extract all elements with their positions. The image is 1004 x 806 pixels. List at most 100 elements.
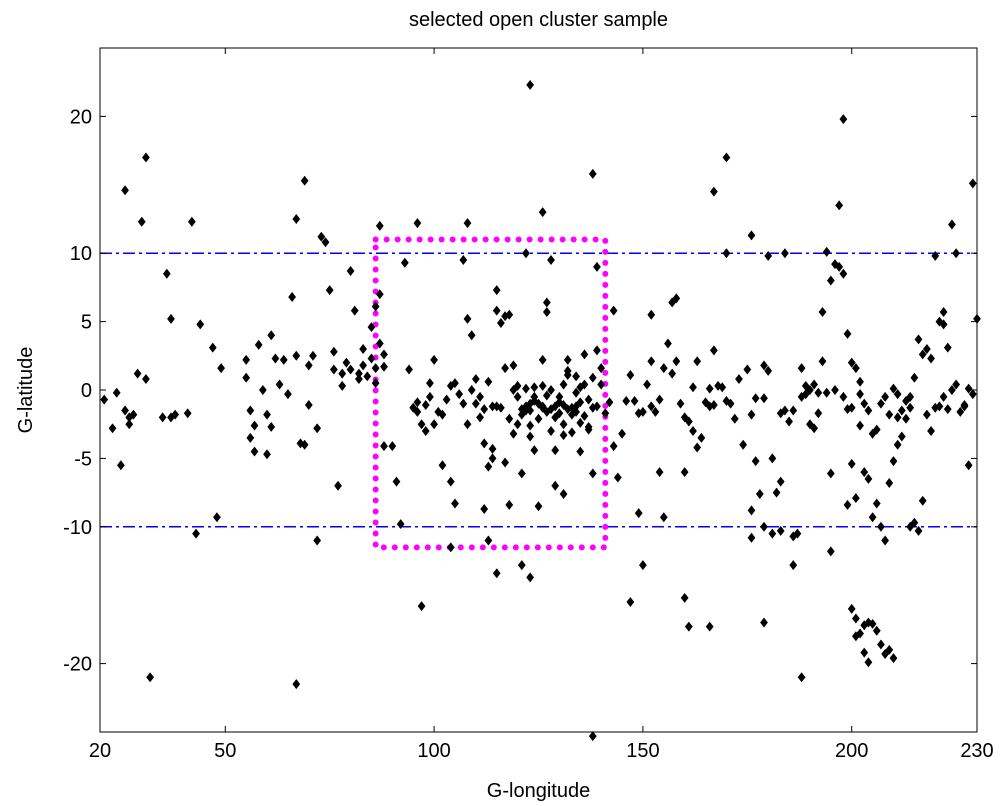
data-point — [522, 248, 530, 259]
data-point — [889, 653, 898, 664]
data-point — [158, 412, 167, 423]
data-point — [146, 672, 154, 683]
data-point — [522, 383, 530, 394]
data-point — [755, 488, 764, 499]
data-point — [852, 493, 860, 504]
data-point — [622, 395, 631, 406]
data-point — [864, 657, 873, 668]
data-point — [722, 248, 731, 259]
data-point — [939, 391, 948, 402]
data-point — [730, 413, 739, 424]
data-point — [375, 338, 384, 349]
data-point — [538, 380, 547, 391]
data-point — [797, 672, 806, 683]
data-point — [359, 343, 367, 354]
data-point — [964, 383, 973, 394]
data-point — [847, 603, 856, 614]
data-point — [743, 364, 752, 375]
data-point — [839, 114, 848, 125]
data-point — [142, 374, 150, 385]
data-point — [471, 374, 480, 385]
data-point — [852, 613, 860, 624]
data-point — [133, 368, 142, 379]
data-point — [935, 401, 944, 412]
data-point — [246, 405, 255, 416]
data-point — [588, 168, 597, 179]
data-point — [426, 391, 434, 402]
data-point — [121, 405, 129, 416]
data-point — [584, 424, 593, 435]
data-point — [705, 621, 714, 632]
data-point — [747, 230, 756, 241]
data-point — [288, 291, 296, 302]
data-point — [597, 363, 606, 374]
data-point — [451, 378, 459, 389]
data-point — [547, 385, 555, 395]
data-point — [897, 405, 906, 416]
data-point — [446, 542, 455, 553]
data-point — [492, 568, 501, 579]
data-point — [814, 387, 823, 398]
data-point — [242, 372, 251, 383]
data-point — [626, 369, 635, 380]
data-point — [321, 237, 330, 248]
data-point — [396, 519, 405, 530]
data-point — [630, 395, 639, 406]
y-tick-label: 20 — [70, 106, 92, 128]
data-point — [927, 426, 935, 437]
data-point — [405, 364, 413, 375]
data-point — [847, 357, 856, 368]
data-point — [371, 301, 380, 312]
data-point — [572, 371, 580, 382]
data-point — [956, 406, 965, 417]
data-point — [751, 393, 760, 404]
data-point — [680, 467, 689, 478]
data-point — [835, 200, 844, 211]
data-point — [676, 398, 685, 409]
data-point — [501, 363, 509, 374]
data-point — [877, 639, 885, 650]
data-point — [338, 368, 347, 379]
data-point — [338, 380, 347, 391]
data-point — [772, 487, 781, 498]
data-point — [843, 328, 852, 339]
data-point — [501, 457, 509, 468]
data-point — [430, 419, 438, 430]
x-axis-label: G-longitude — [487, 780, 590, 802]
data-point — [488, 443, 497, 454]
data-point — [760, 617, 768, 628]
data-point — [659, 512, 668, 523]
data-point — [551, 412, 560, 423]
data-point — [313, 535, 322, 546]
data-point — [530, 445, 539, 456]
data-point — [651, 406, 660, 417]
data-point — [430, 354, 438, 365]
data-point — [605, 397, 614, 408]
data-point — [860, 467, 869, 478]
data-point — [292, 679, 301, 690]
data-point — [463, 313, 472, 324]
data-point — [484, 376, 493, 387]
data-point — [889, 456, 898, 467]
data-point — [864, 473, 873, 484]
data-point — [960, 400, 969, 411]
data-point — [885, 644, 894, 655]
data-point — [868, 428, 877, 439]
data-point — [517, 468, 526, 479]
data-point — [538, 354, 547, 365]
selection-box — [372, 236, 609, 551]
data-point — [580, 349, 589, 360]
data-point — [801, 389, 810, 400]
data-point — [513, 419, 522, 430]
data-point — [576, 417, 585, 428]
data-point — [271, 353, 280, 364]
data-point — [826, 468, 835, 479]
data-point — [593, 401, 601, 412]
data-point — [655, 467, 664, 478]
data-point — [588, 372, 597, 383]
data-point — [839, 268, 848, 279]
data-point — [417, 601, 426, 612]
data-point — [968, 178, 977, 189]
data-point — [818, 356, 827, 367]
